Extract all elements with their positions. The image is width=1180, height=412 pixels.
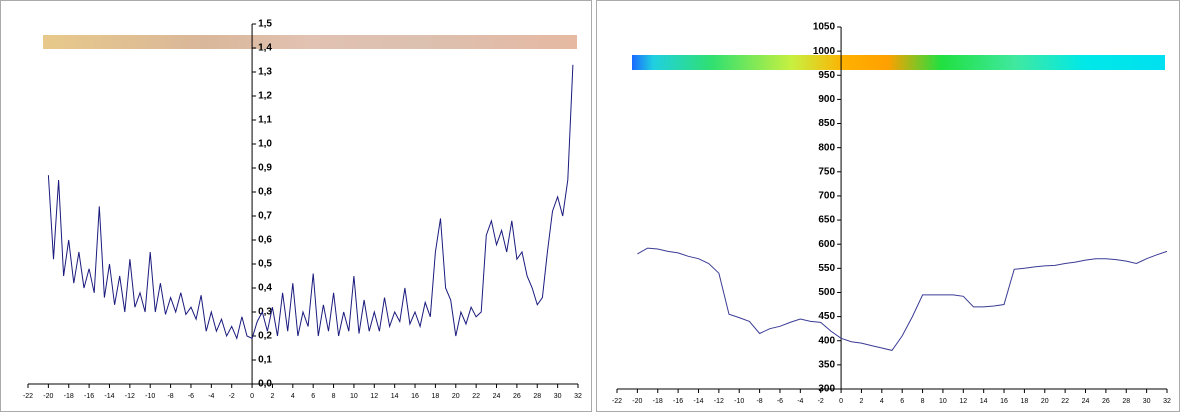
x-tick-label: 24 — [493, 393, 501, 400]
x-tick-label: -12 — [125, 393, 135, 400]
x-tick-label: 6 — [311, 393, 315, 400]
x-tick-label: 26 — [513, 393, 521, 400]
y-tick-label: 1,4 — [258, 43, 272, 54]
x-tick-label: -16 — [84, 393, 94, 400]
x-tick-label: 22 — [472, 393, 480, 400]
y-tick-label: 350 — [818, 360, 835, 371]
x-tick-label: -14 — [104, 393, 114, 400]
x-tick-label: -4 — [797, 398, 803, 405]
x-tick-label: -16 — [673, 398, 683, 405]
x-tick-label: 16 — [1000, 398, 1008, 405]
x-tick-label: 16 — [411, 393, 419, 400]
x-tick-label: 32 — [574, 393, 582, 400]
x-tick-label: -4 — [208, 393, 214, 400]
x-tick-label: -18 — [653, 398, 663, 405]
color-strip — [632, 55, 1165, 70]
y-tick-label: 1,0 — [258, 139, 272, 150]
x-tick-label: 8 — [921, 398, 925, 405]
y-tick-label: 0,9 — [258, 163, 272, 174]
y-tick-label: 1,3 — [258, 67, 272, 78]
x-tick-label: -2 — [229, 393, 235, 400]
y-tick-label: 0,3 — [258, 307, 272, 318]
x-tick-label: 18 — [1021, 398, 1029, 405]
y-tick-label: 850 — [818, 118, 835, 129]
x-tick-label: -12 — [714, 398, 724, 405]
x-tick-label: 0 — [839, 398, 843, 405]
x-tick-label: 2 — [270, 393, 274, 400]
x-tick-label: 28 — [533, 393, 541, 400]
x-tick-label: 20 — [1041, 398, 1049, 405]
x-tick-label: 4 — [880, 398, 884, 405]
y-tick-label: 0,1 — [258, 355, 272, 366]
x-tick-label: -2 — [818, 398, 824, 405]
x-tick-label: 30 — [1143, 398, 1151, 405]
y-tick-label: 0,8 — [258, 187, 272, 198]
x-tick-label: -18 — [64, 393, 74, 400]
x-tick-label: 32 — [1163, 398, 1171, 405]
x-tick-label: 14 — [391, 393, 399, 400]
x-tick-label: 24 — [1082, 398, 1090, 405]
y-tick-label: 800 — [818, 142, 835, 153]
x-tick-label: -14 — [693, 398, 703, 405]
y-tick-label: 750 — [818, 166, 835, 177]
panel-frame — [0, 0, 592, 412]
y-tick-label: 0,4 — [258, 283, 272, 294]
y-tick-label: 400 — [818, 335, 835, 346]
y-tick-label: 0,0 — [258, 379, 272, 390]
y-tick-label: 0,6 — [258, 235, 272, 246]
x-tick-label: -8 — [756, 398, 762, 405]
x-tick-label: 28 — [1122, 398, 1130, 405]
x-tick-label: 12 — [370, 393, 378, 400]
x-tick-label: 10 — [350, 393, 358, 400]
x-tick-label: 18 — [432, 393, 440, 400]
x-tick-label: 8 — [332, 393, 336, 400]
texture-strip — [43, 35, 577, 49]
y-tick-label: 1,2 — [258, 91, 272, 102]
x-tick-label: -10 — [734, 398, 744, 405]
x-tick-label: 20 — [452, 393, 460, 400]
x-tick-label: 6 — [900, 398, 904, 405]
x-tick-label: 4 — [291, 393, 295, 400]
y-tick-label: 1,1 — [258, 115, 272, 126]
y-tick-label: 0,7 — [258, 211, 272, 222]
x-tick-label: 2 — [859, 398, 863, 405]
x-tick-label: -6 — [777, 398, 783, 405]
data-line — [637, 247, 1168, 351]
y-tick-label: 550 — [818, 263, 835, 274]
y-tick-label: 950 — [818, 70, 835, 81]
x-tick-label: 14 — [980, 398, 988, 405]
x-tick-label: 26 — [1102, 398, 1110, 405]
data-line — [47, 64, 574, 340]
x-tick-label: 12 — [959, 398, 967, 405]
y-tick-label: 1050 — [813, 22, 836, 33]
x-tick-label: 22 — [1061, 398, 1069, 405]
x-tick-label: -10 — [145, 393, 155, 400]
x-tick-label: -6 — [188, 393, 194, 400]
x-tick-label: -22 — [23, 393, 33, 400]
y-tick-label: 1,5 — [258, 19, 272, 30]
x-tick-label: 10 — [939, 398, 947, 405]
y-tick-label: 650 — [818, 215, 835, 226]
x-tick-label: -20 — [43, 393, 53, 400]
x-tick-label: 0 — [250, 393, 254, 400]
y-tick-label: 500 — [818, 287, 835, 298]
y-tick-label: 600 — [818, 239, 835, 250]
y-tick-label: 900 — [818, 94, 835, 105]
x-tick-label: -20 — [632, 398, 642, 405]
x-tick-label: 30 — [554, 393, 562, 400]
y-tick-label: 0,2 — [258, 331, 272, 342]
x-tick-label: -22 — [612, 398, 622, 405]
x-tick-label: -8 — [167, 393, 173, 400]
y-tick-label: 700 — [818, 191, 835, 202]
y-tick-label: 1000 — [813, 46, 836, 57]
y-tick-label: 450 — [818, 311, 835, 322]
y-tick-label: 300 — [818, 384, 835, 395]
y-tick-label: 0,5 — [258, 259, 272, 270]
